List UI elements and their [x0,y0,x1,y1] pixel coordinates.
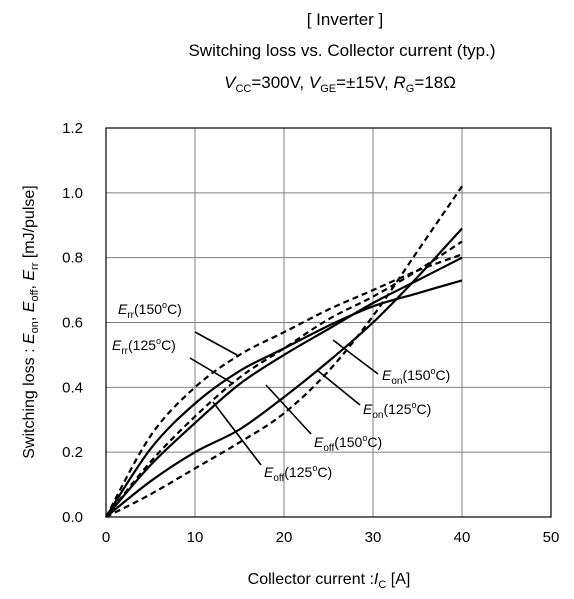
x-tick-label: 20 [276,529,293,546]
chart-title-line2: Switching loss vs. Collector current (ty… [188,41,495,60]
annotation-leaders [189,331,379,466]
x-tick-label: 30 [365,529,382,546]
y-tick-label: 1.0 [62,185,83,202]
tick-labels: 0 10 20 30 40 50 0.0 0.2 0.4 0.6 0.8 1.0 1.2 [62,120,559,546]
annotation-leader-line [316,369,361,406]
x-tick-label: 10 [187,529,204,546]
annotation-label: Eon(125oC) [363,400,431,421]
x-tick-label: 0 [102,529,110,546]
series-line-err-125oc [105,279,463,518]
y-tick-label: 0.2 [62,444,83,461]
cond-value: =±15V, [336,73,393,92]
annotation-label: Err(125oC) [112,336,176,357]
annotation-leader-line [332,339,379,375]
y-tick-label: 0.6 [62,315,83,332]
y-tick-label: 0.0 [62,509,83,526]
annotation-label: Err(150oC) [118,300,182,321]
series-curves [105,185,463,518]
annotation-label: Eon(150oC) [382,366,450,387]
series-line-err-150oc [105,253,463,518]
cond-symbol: V [309,73,322,92]
cond-symbol: R [394,73,406,92]
series-line-eon-125oc [105,227,463,518]
cond-symbol: V [224,73,237,92]
y-tick-label: 0.8 [62,250,83,267]
annotation-leader-line [212,401,262,466]
y-tick-label: 0.4 [62,379,83,396]
series-line-eoff-125oc [105,256,463,518]
x-axis-label: Collector current :IC [A] [248,571,411,591]
x-tick-label: 50 [543,529,560,546]
cond-value: =18Ω [414,73,456,92]
series-line-eon-150oc [105,185,463,518]
cond-subscript: GE [320,83,336,95]
series-line-eoff-150oc [105,240,463,518]
cond-subscript: G [406,83,415,95]
cond-subscript: CC [235,83,251,95]
y-axis-label: Switching loss : Eon, Eoff, Err [mJ/puls… [21,185,41,458]
annotation-leader-line [265,384,312,435]
chart-title-line1: [ Inverter ] [307,10,384,29]
chart-conditions: VCC=300V, VGE=±15V, RG=18Ω [224,73,456,95]
cond-value: =300V, [251,73,309,92]
plot-frame [105,127,552,518]
grid-lines [106,128,551,517]
annotation-leader-line [194,331,238,356]
annotation-label: Eoff(150oC) [314,433,382,454]
annotation-labels: Err(150oC) Err(125oC) Eon(150oC) Eon(125oC)… [112,300,450,484]
annotation-leader-line [189,357,233,384]
x-tick-label: 40 [454,529,471,546]
y-tick-label: 1.2 [62,120,83,137]
annotation-label: Eoff(125oC) [264,463,332,484]
